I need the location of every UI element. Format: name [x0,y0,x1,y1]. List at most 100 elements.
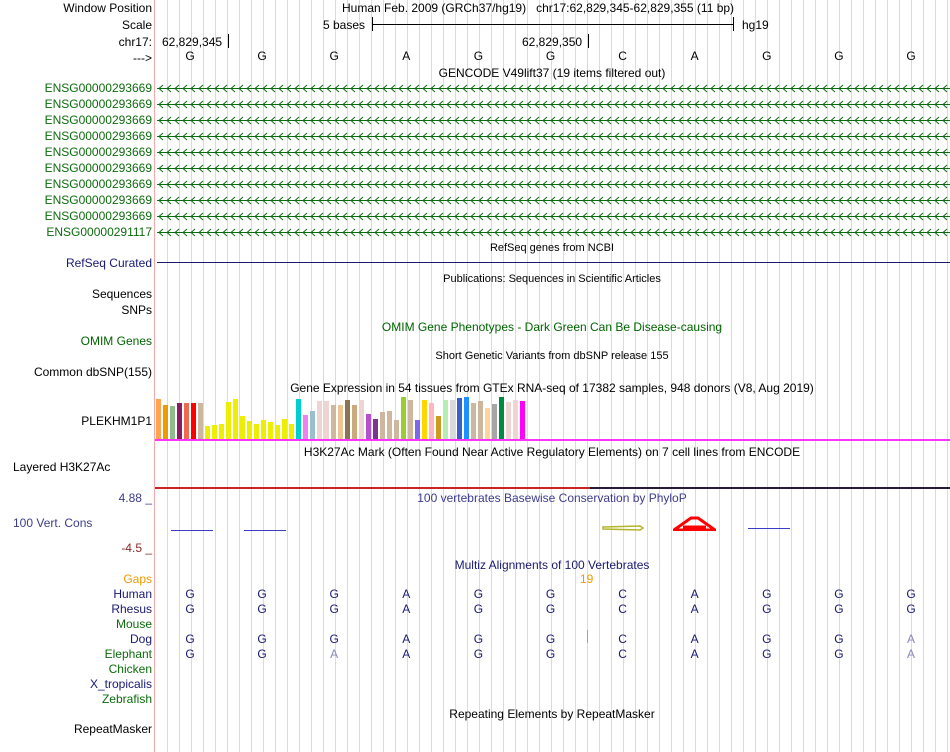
gencode-gene-feature[interactable] [157,132,950,141]
gencode-gene-label[interactable]: ENSG00000293669 [44,129,152,143]
gencode-gene-feature[interactable] [157,116,950,125]
gtex-tissue-bar[interactable] [310,411,315,439]
gtex-tissue-bar[interactable] [422,400,427,439]
gtex-tissue-bar[interactable] [261,420,266,439]
gencode-gene-label[interactable]: ENSG00000293669 [44,81,152,95]
gtex-tissue-bar[interactable] [254,424,259,439]
dbsnp-title[interactable]: Short Genetic Variants from dbSNP releas… [435,350,669,362]
refseq-gene-line[interactable] [157,262,950,263]
gencode-gene-feature[interactable] [157,228,950,237]
species-label[interactable]: Dog [129,632,152,646]
gtex-tissue-bar[interactable] [415,420,420,439]
gtex-tissue-bar[interactable] [205,426,210,439]
gtex-tissue-bar[interactable] [296,399,301,439]
gtex-tissue-bar[interactable] [219,424,224,439]
gencode-gene-label[interactable]: ENSG00000293669 [44,113,152,127]
gtex-tissue-bar[interactable] [471,403,476,439]
gencode-gene-feature[interactable] [157,84,950,93]
gtex-tissue-bar[interactable] [492,404,497,439]
gtex-tissue-bar[interactable] [303,415,308,439]
gtex-tissue-bar[interactable] [247,421,252,439]
refseq-title[interactable]: RefSeq genes from NCBI [489,242,615,254]
gtex-tissue-bar[interactable] [394,420,399,439]
gencode-gene-feature[interactable] [157,212,950,221]
gtex-tissue-bar[interactable] [233,399,238,439]
gtex-label[interactable]: PLEKHM1P1 [81,414,152,428]
gap-insertion-marker[interactable] [587,630,588,643]
gtex-tissue-bar[interactable] [282,419,287,439]
gencode-gene-label[interactable]: ENSG00000293669 [44,97,152,111]
gtex-tissue-bar[interactable] [324,401,329,439]
gencode-title[interactable]: GENCODE V49lift37 (19 items filtered out… [438,66,666,80]
gencode-gene-feature[interactable] [157,196,950,205]
gaps-label[interactable]: Gaps [123,572,152,586]
gtex-tissue-bar[interactable] [331,405,336,439]
gtex-tissue-bar[interactable] [450,400,455,439]
gencode-gene-label[interactable]: ENSG00000293669 [44,193,152,207]
gtex-tissue-bar[interactable] [366,414,371,439]
gtex-tissue-bar[interactable] [380,412,385,439]
sequences-label[interactable]: Sequences [91,287,152,301]
gtex-tissue-bar[interactable] [401,397,406,439]
repeatmasker-title[interactable]: Repeating Elements by RepeatMasker [449,707,655,721]
gtex-tissue-bar[interactable] [436,416,441,439]
gtex-tissue-bar[interactable] [275,425,280,439]
gtex-tissue-bar[interactable] [289,424,294,439]
gtex-tissue-bar[interactable] [408,400,413,439]
gencode-gene-feature[interactable] [157,180,950,189]
repeatmasker-label[interactable]: RepeatMasker [73,722,152,736]
species-label[interactable]: Human [113,587,152,601]
phylop-title[interactable]: 100 vertebrates Basewise Conservation by… [417,491,687,505]
gtex-tissue-bar[interactable] [352,405,357,439]
species-label[interactable]: Rhesus [111,602,152,616]
gtex-tissue-bar[interactable] [156,399,161,439]
omim-title[interactable]: OMIM Gene Phenotypes - Dark Green Can Be… [381,320,723,334]
gtex-tissue-bar[interactable] [506,402,511,439]
gtex-tissue-bar[interactable] [373,419,378,439]
gtex-tissue-bar[interactable] [268,422,273,439]
multiz-title[interactable]: Multiz Alignments of 100 Vertebrates [454,558,650,572]
gtex-tissue-bar[interactable] [191,403,196,439]
gtex-tissue-bar[interactable] [513,400,518,439]
gtex-tissue-bar[interactable] [443,400,448,439]
gtex-tissue-bar[interactable] [359,400,364,439]
gencode-gene-label[interactable]: ENSG00000293669 [44,209,152,223]
gencode-gene-feature[interactable] [157,100,950,109]
refseq-label[interactable]: RefSeq Curated [65,256,152,270]
gencode-gene-label[interactable]: ENSG00000293669 [44,145,152,159]
snps-label[interactable]: SNPs [121,303,152,317]
species-label[interactable]: Zebrafish [101,692,152,706]
gencode-gene-feature[interactable] [157,148,950,157]
gtex-tissue-bar[interactable] [240,416,245,439]
gtex-tissue-bar[interactable] [464,397,469,439]
gtex-title[interactable]: Gene Expression in 54 tissues from GTEx … [290,381,814,395]
h3k27ac-label[interactable]: Layered H3K27Ac [13,460,111,474]
species-label[interactable]: Mouse [115,617,152,631]
gencode-gene-label[interactable]: ENSG00000293669 [44,161,152,175]
gtex-tissue-bar[interactable] [163,405,168,439]
publications-title[interactable]: Publications: Sequences in Scientific Ar… [443,273,661,285]
gtex-tissue-bar[interactable] [429,403,434,439]
gencode-gene-label[interactable]: ENSG00000293669 [44,177,152,191]
dbsnp-label[interactable]: Common dbSNP(155) [33,365,152,379]
gtex-tissue-bar[interactable] [457,398,462,439]
gtex-tissue-bar[interactable] [485,408,490,439]
gtex-tissue-bar[interactable] [387,411,392,439]
species-label[interactable]: X_tropicalis [89,677,152,691]
gtex-tissue-bar[interactable] [226,402,231,439]
gtex-tissue-bar[interactable] [478,401,483,439]
gtex-tissue-bar[interactable] [499,397,504,439]
gtex-tissue-bar[interactable] [212,425,217,439]
gtex-tissue-bar[interactable] [317,401,322,439]
gtex-tissue-bar[interactable] [198,403,203,439]
gtex-tissue-bar[interactable] [177,403,182,439]
gencode-gene-feature[interactable] [157,164,950,173]
gtex-tissue-bar[interactable] [338,405,343,439]
species-label[interactable]: Chicken [108,662,152,676]
h3k27ac-title[interactable]: H3K27Ac Mark (Often Found Near Active Re… [303,445,801,459]
species-label[interactable]: Elephant [104,647,152,661]
omim-label[interactable]: OMIM Genes [80,334,152,348]
gencode-gene-label[interactable]: ENSG00000291117 [46,225,152,239]
gtex-tissue-bar[interactable] [184,403,189,439]
gtex-tissue-bar[interactable] [520,401,525,439]
